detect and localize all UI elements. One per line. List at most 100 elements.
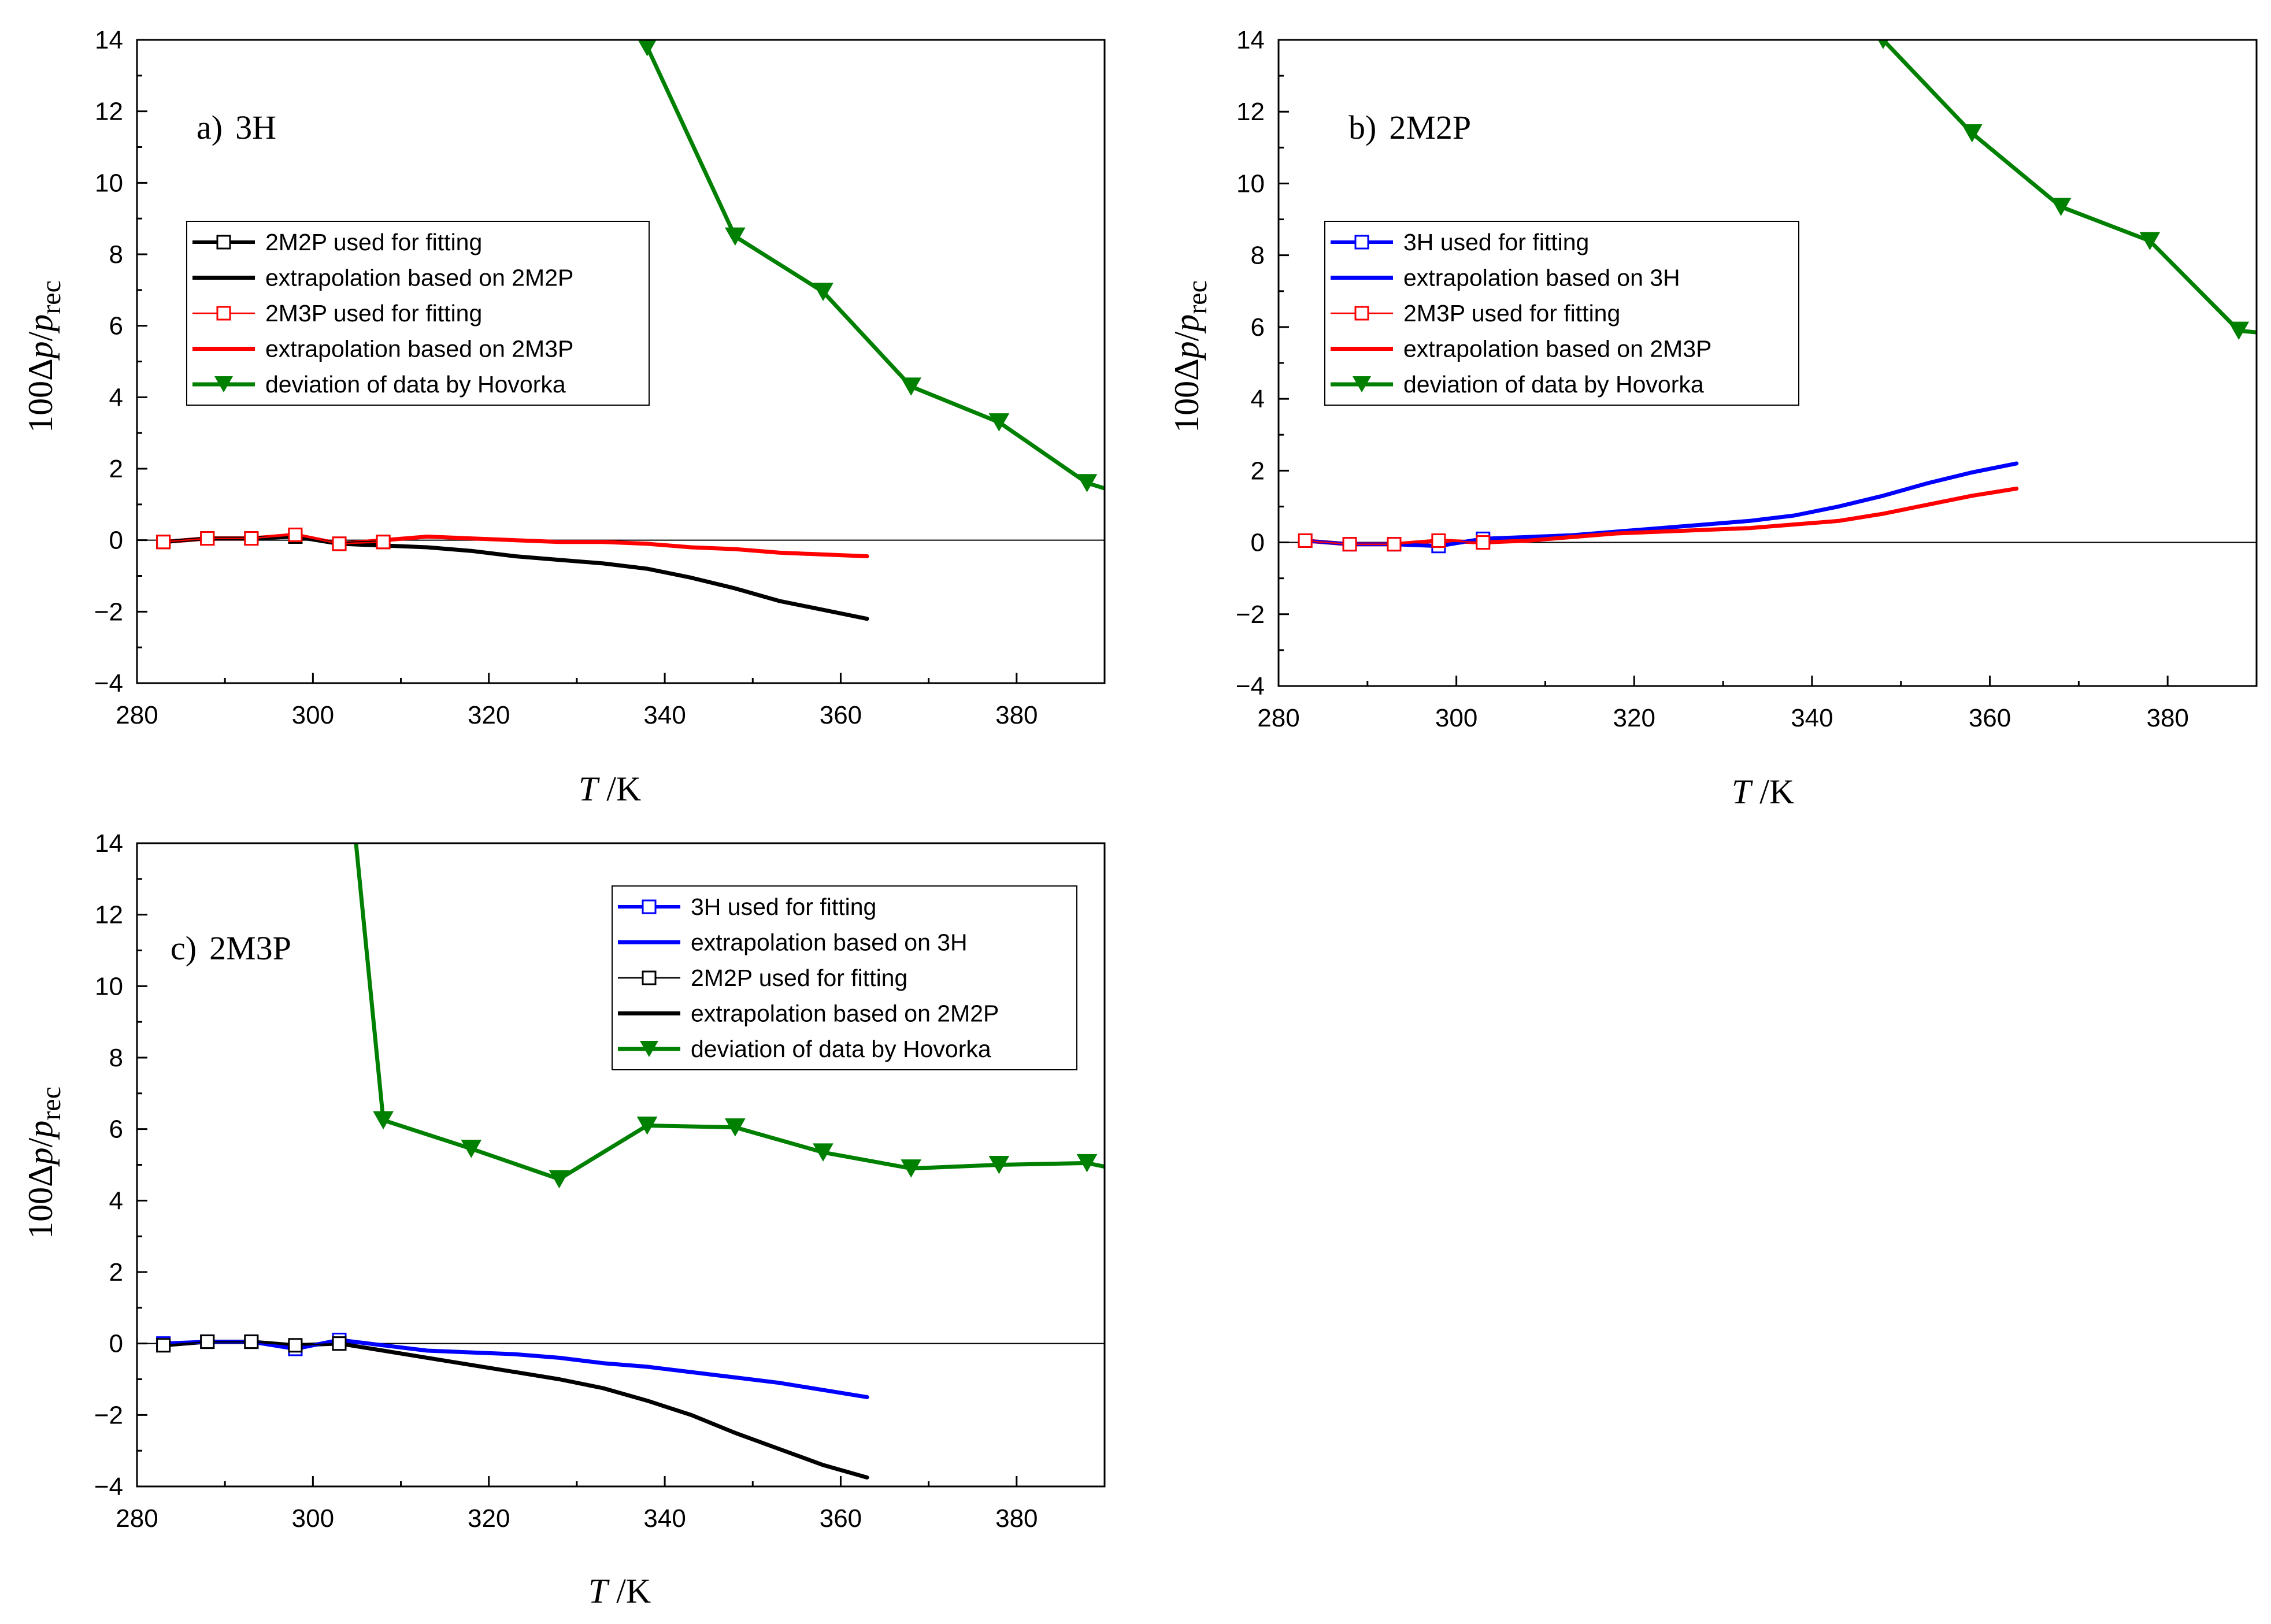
y-axis-label-p: p bbox=[1168, 341, 1206, 361]
series-5 bbox=[354, 843, 1105, 1189]
panel-name: 2M3P bbox=[209, 929, 291, 967]
x-tick-label: 300 bbox=[292, 701, 334, 729]
y-tick-label: 8 bbox=[1251, 242, 1265, 270]
x-tick-label: 360 bbox=[1969, 704, 2011, 732]
legend-marker bbox=[1354, 235, 1369, 250]
x-tick-label: 380 bbox=[2146, 704, 2188, 732]
y-tick-label: 14 bbox=[95, 829, 123, 858]
y-axis-label: 100Δp/prec bbox=[1168, 280, 1213, 433]
x-axis-label: T /K bbox=[588, 1572, 651, 1610]
panel-title: a) 3H bbox=[197, 109, 276, 146]
legend-label: extrapolation based on 2M3P bbox=[1403, 336, 1711, 362]
x-tick-label: 320 bbox=[468, 701, 510, 729]
y-tick-label: 4 bbox=[1251, 385, 1265, 413]
data-point bbox=[1342, 537, 1357, 552]
x-axis-label-var: T bbox=[579, 770, 600, 808]
legend-label: 2M2P used for fitting bbox=[265, 229, 482, 255]
series-3 bbox=[156, 527, 391, 551]
data-point bbox=[1961, 124, 1983, 143]
panel-label: b) bbox=[1348, 109, 1376, 146]
series-2 bbox=[161, 535, 869, 621]
y-tick-label: 4 bbox=[109, 1187, 123, 1215]
data-point bbox=[373, 1111, 394, 1130]
y-axis-label-p2: p bbox=[21, 314, 60, 334]
x-axis-label-unit: /K bbox=[598, 770, 641, 808]
x-axis-label-var: T bbox=[588, 1572, 610, 1610]
y-tick-label: 10 bbox=[95, 169, 123, 197]
x-tick-label: 340 bbox=[1791, 704, 1833, 732]
series-line bbox=[161, 1338, 869, 1399]
y-axis-label-slash: / bbox=[21, 331, 60, 341]
plot-area bbox=[1298, 40, 2257, 554]
data-point bbox=[988, 413, 1010, 432]
series-3 bbox=[156, 1334, 347, 1353]
y-axis-label-slash: / bbox=[21, 1137, 60, 1147]
legend-label: 2M3P used for fitting bbox=[1403, 300, 1620, 327]
y-tick-label: 2 bbox=[109, 455, 123, 483]
legend-marker bbox=[1353, 376, 1371, 392]
legend-marker bbox=[642, 970, 657, 985]
panel-name: 2M2P bbox=[1389, 109, 1471, 146]
data-point bbox=[988, 1156, 1010, 1174]
data-point bbox=[332, 536, 347, 551]
x-tick-label: 300 bbox=[292, 1504, 334, 1533]
x-tick-label: 360 bbox=[820, 1504, 862, 1533]
data-point bbox=[1476, 535, 1491, 550]
data-point bbox=[156, 1338, 171, 1353]
y-tick-label: 0 bbox=[1251, 529, 1265, 557]
data-point bbox=[724, 1118, 746, 1137]
x-tick-label: 340 bbox=[643, 1504, 686, 1533]
legend-label: deviation of data by Hovorka bbox=[265, 371, 566, 398]
data-point bbox=[813, 1143, 833, 1162]
x-axis-label-unit: /K bbox=[607, 1572, 651, 1610]
y-tick-label: −4 bbox=[94, 669, 123, 698]
data-point bbox=[1877, 40, 1889, 50]
y-tick-label: 10 bbox=[95, 972, 123, 1000]
y-tick-label: −4 bbox=[94, 1473, 123, 1501]
legend-label: extrapolation based on 3H bbox=[1403, 265, 1680, 291]
y-axis-label-prefix: 100Δ bbox=[21, 358, 60, 433]
y-axis-label-prefix: 100Δ bbox=[1168, 358, 1206, 433]
legend: 3H used for fitting extrapolation based o… bbox=[612, 885, 1077, 1070]
y-tick-label: −2 bbox=[94, 1401, 123, 1429]
legend-label: 3H used for fitting bbox=[691, 893, 876, 920]
y-tick-label: 8 bbox=[109, 1044, 123, 1072]
x-tick-label: 280 bbox=[1257, 704, 1299, 732]
data-point bbox=[636, 1116, 658, 1135]
y-axis-label: 100Δp/prec bbox=[21, 280, 66, 433]
series-5 bbox=[638, 40, 1105, 492]
data-point bbox=[1298, 533, 1313, 548]
y-tick-label: 6 bbox=[1251, 313, 1265, 342]
y-axis-label-p2: p bbox=[21, 1121, 60, 1140]
legend-marker bbox=[640, 1041, 658, 1057]
data-point bbox=[288, 527, 303, 542]
legend: 2M2P used for fitting extrapolation based… bbox=[186, 221, 650, 406]
data-point bbox=[288, 1338, 303, 1353]
y-tick-label: 14 bbox=[95, 26, 123, 54]
y-tick-label: 0 bbox=[109, 526, 123, 555]
data-point bbox=[376, 535, 391, 550]
legend-label: 3H used for fitting bbox=[1403, 229, 1589, 255]
series-line bbox=[1303, 486, 2019, 547]
data-point bbox=[332, 1336, 347, 1351]
series-line bbox=[162, 534, 384, 545]
x-tick-label: 380 bbox=[995, 701, 1038, 729]
series-line bbox=[1881, 40, 2257, 335]
y-tick-label: 12 bbox=[95, 98, 123, 126]
legend-label: 2M2P used for fitting bbox=[691, 965, 907, 991]
y-axis-label-p: p bbox=[21, 341, 60, 361]
y-tick-label: −2 bbox=[94, 598, 123, 626]
panel-title: c) 2M3P bbox=[171, 929, 291, 967]
y-tick-label: 12 bbox=[1236, 98, 1265, 126]
panel-label: a) bbox=[197, 109, 223, 146]
y-tick-label: 0 bbox=[109, 1330, 123, 1358]
panel-name: 3H bbox=[235, 109, 276, 146]
y-tick-label: 2 bbox=[1251, 457, 1265, 485]
legend-marker bbox=[1354, 306, 1369, 321]
y-axis-label: 100Δp/prec bbox=[21, 1087, 66, 1239]
legend-label: 2M3P used for fitting bbox=[265, 300, 482, 327]
series-4 bbox=[161, 1340, 869, 1480]
y-axis-label-slash: / bbox=[1168, 331, 1206, 341]
legend-box bbox=[612, 885, 1077, 1070]
x-tick-label: 280 bbox=[116, 1504, 158, 1533]
